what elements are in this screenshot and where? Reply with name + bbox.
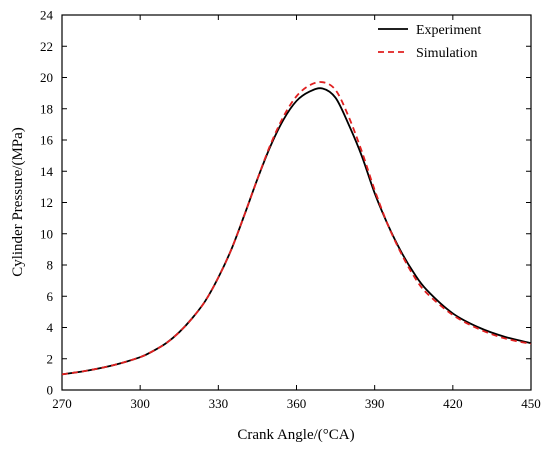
y-tick-label: 22 bbox=[40, 39, 53, 54]
x-tick-label: 450 bbox=[521, 396, 541, 411]
y-tick-label: 24 bbox=[40, 8, 54, 23]
series-line-simulation bbox=[61, 81, 532, 376]
y-tick-label: 2 bbox=[47, 351, 54, 366]
y-tick-label: 8 bbox=[47, 258, 54, 273]
y-axis-title: Cylinder Pressure/(MPa) bbox=[10, 127, 26, 277]
y-tick-label: 14 bbox=[40, 164, 54, 179]
y-tick-label: 16 bbox=[40, 133, 54, 148]
y-tick-label: 12 bbox=[40, 195, 53, 210]
x-tick-label: 330 bbox=[209, 396, 229, 411]
x-tick-label: 390 bbox=[365, 396, 385, 411]
x-tick-label: 300 bbox=[130, 396, 150, 411]
y-tick-label: 6 bbox=[47, 289, 54, 304]
x-axis-title: Crank Angle/(°CA) bbox=[237, 427, 354, 443]
legend: Experiment Simulation bbox=[378, 23, 481, 61]
y-tick-label: 18 bbox=[40, 101, 53, 116]
legend-label-experiment: Experiment bbox=[416, 23, 481, 38]
x-tick-label: 420 bbox=[443, 396, 463, 411]
x-tick-label: 270 bbox=[52, 396, 72, 411]
y-tick-label: 0 bbox=[47, 383, 54, 398]
y-tick-label: 4 bbox=[47, 320, 54, 335]
plot-frame bbox=[61, 14, 532, 391]
y-tick-label: 10 bbox=[40, 226, 53, 241]
x-tick-label: 360 bbox=[287, 396, 307, 411]
legend-label-simulation: Simulation bbox=[416, 46, 477, 61]
series-line-experiment bbox=[61, 87, 532, 376]
y-tick-label: 20 bbox=[40, 70, 53, 85]
